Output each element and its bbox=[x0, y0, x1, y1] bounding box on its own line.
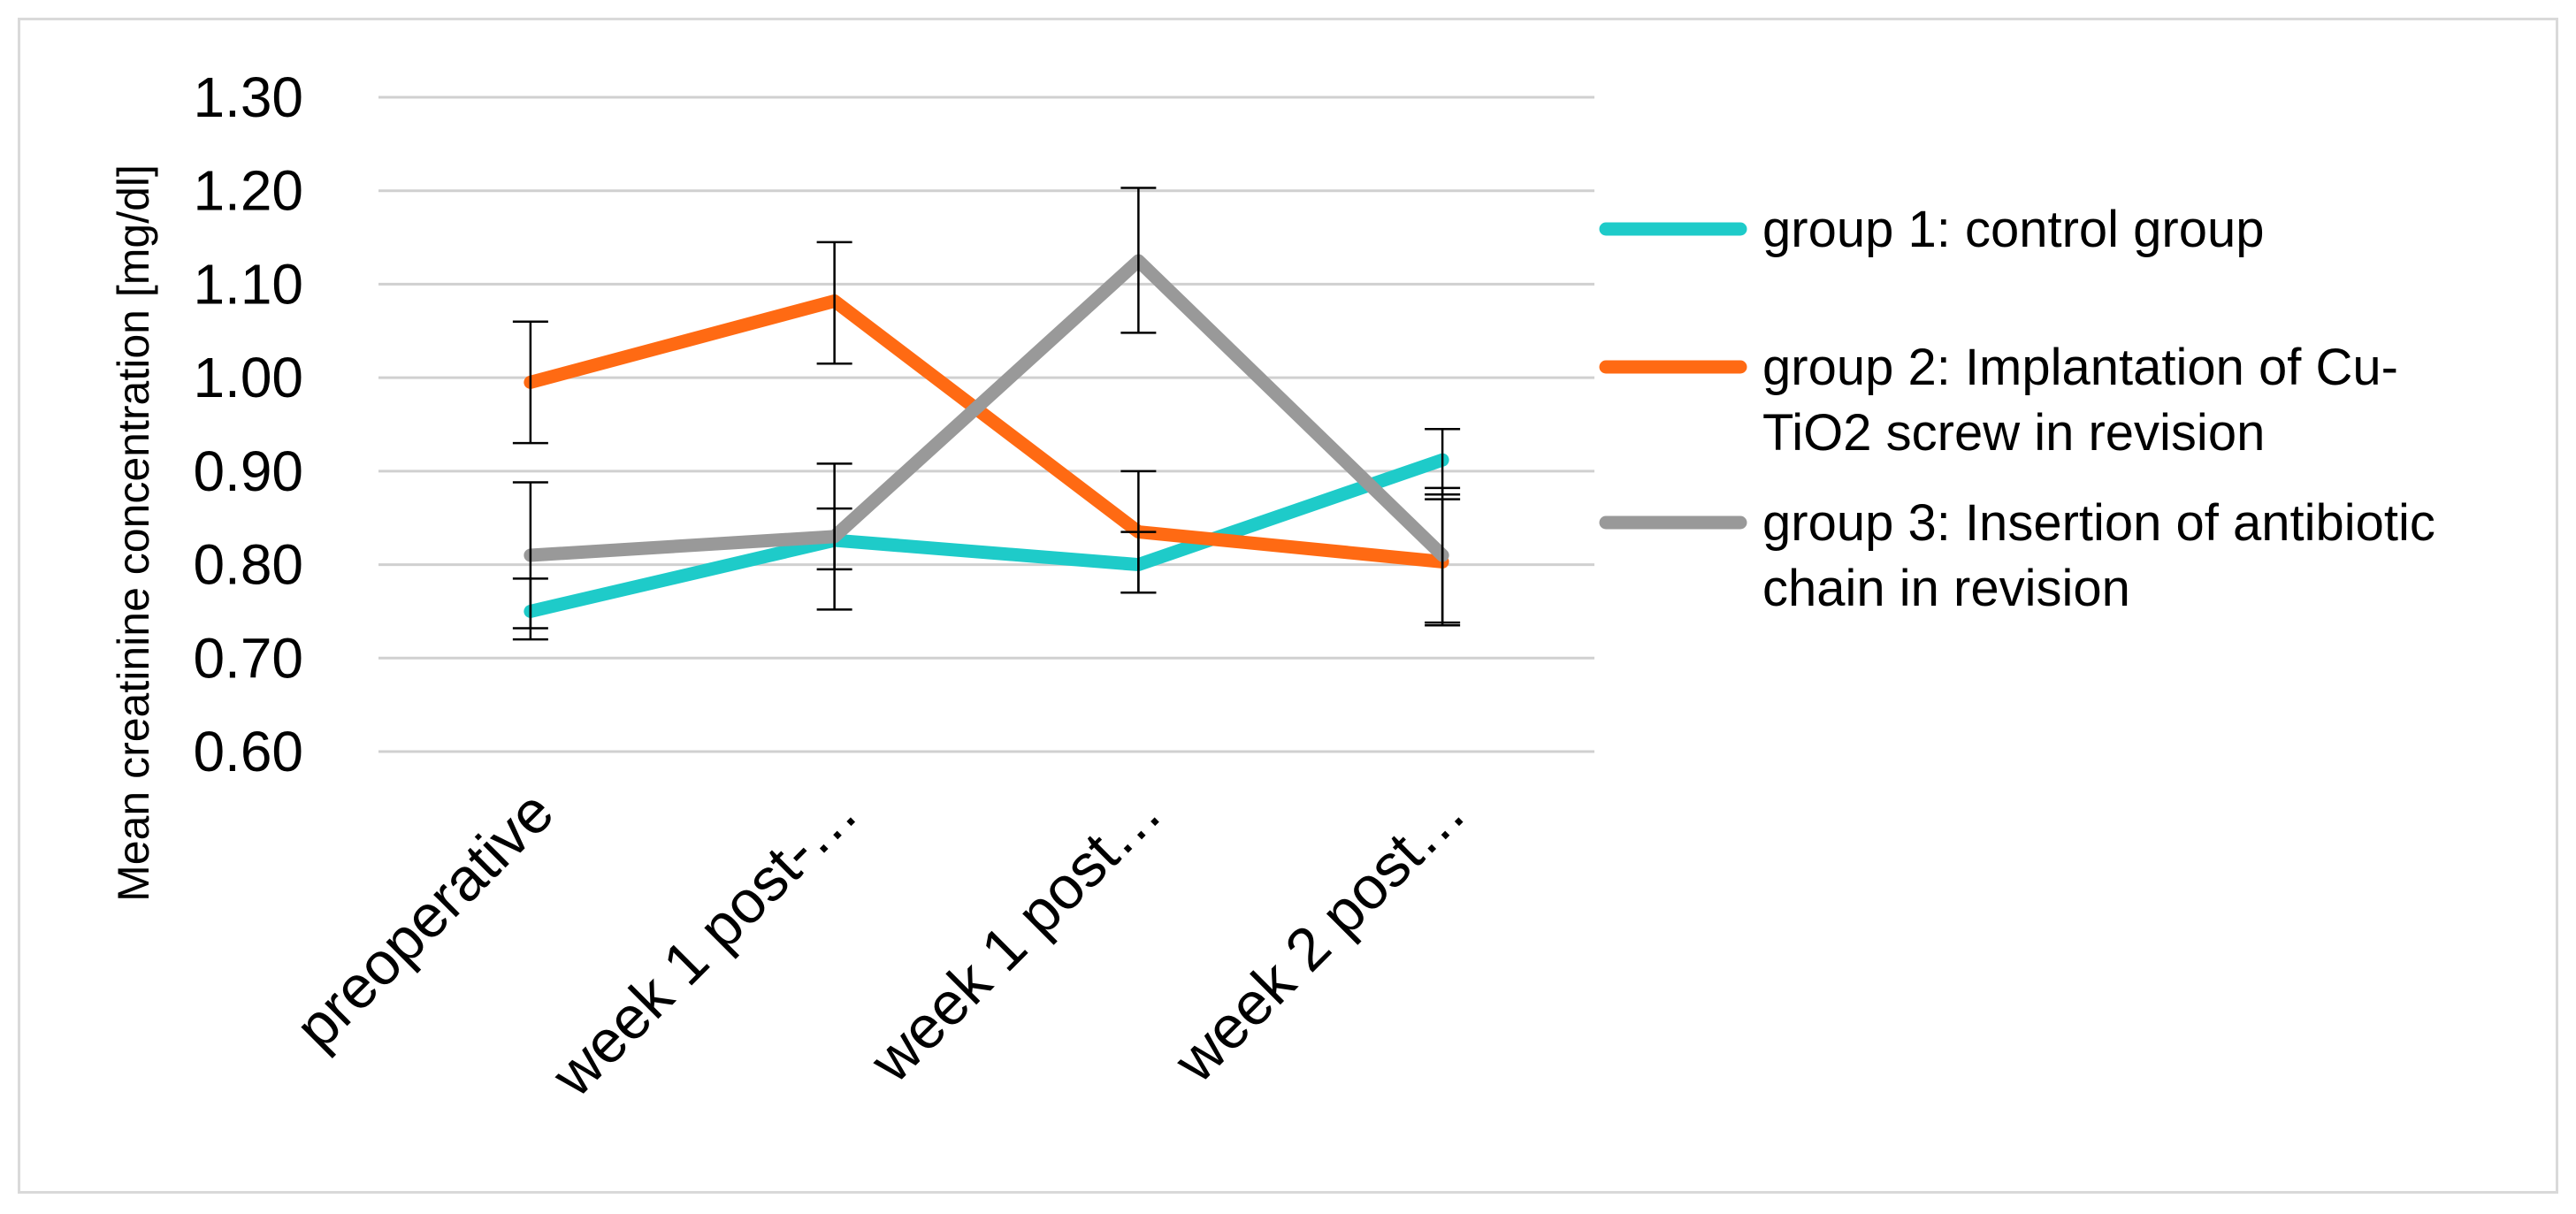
legend-entry-group-3: group 3: Insertion of antibiotic chain in… bbox=[1599, 494, 2435, 617]
y-axis-label: Mean creatinine concentration [mg/dl] bbox=[109, 164, 158, 902]
legend-entry-group-1: group 1: control group bbox=[1599, 201, 2264, 258]
y-tick-label: 0.90 bbox=[193, 439, 303, 503]
x-category-label: week 1 post… bbox=[857, 778, 1174, 1096]
legend-label: group 3: Insertion of antibiotic bbox=[1762, 494, 2435, 552]
series-lines bbox=[524, 254, 1449, 618]
y-tick-label: 0.60 bbox=[193, 720, 303, 783]
legend-label: group 2: Implantation of Cu- bbox=[1762, 339, 2398, 396]
x-category-label: week 1 post-… bbox=[539, 778, 870, 1110]
legend: group 1: control group group 2: Implantat… bbox=[1599, 201, 2435, 617]
error-bar-group-3 bbox=[1120, 187, 1157, 334]
y-tick-label: 0.70 bbox=[193, 626, 303, 690]
x-category-label: week 2 post… bbox=[1161, 778, 1479, 1096]
series-line-group-1 bbox=[524, 453, 1449, 618]
error-bar-group-2 bbox=[1120, 470, 1157, 594]
x-category-label: preoperative bbox=[282, 778, 566, 1062]
legend-label: TiO2 screw in revision bbox=[1762, 404, 2265, 462]
y-axis-ticks: 1.30 1.20 1.10 1.00 0.90 0.80 0.70 0.60 bbox=[193, 65, 303, 783]
y-tick-label: 1.20 bbox=[193, 159, 303, 223]
y-tick-label: 1.30 bbox=[193, 65, 303, 129]
gridlines bbox=[378, 95, 1594, 753]
error-bars bbox=[512, 187, 1461, 641]
series-line-group-2 bbox=[524, 294, 1449, 569]
line-chart: 1.30 1.20 1.10 1.00 0.90 0.80 0.70 0.60 Mean cr… bbox=[109, 65, 2435, 1110]
y-tick-label: 0.80 bbox=[193, 533, 303, 597]
y-axis-label-group: Mean creatinine concentration [mg/dl] bbox=[109, 164, 158, 902]
y-tick-label: 1.10 bbox=[193, 252, 303, 316]
error-bar-group-3 bbox=[1425, 486, 1461, 624]
chart-frame: 1.30 1.20 1.10 1.00 0.90 0.80 0.70 0.60 Mean cr… bbox=[18, 18, 2558, 1194]
error-bar-group-3 bbox=[512, 481, 548, 630]
series-line-group-3 bbox=[524, 254, 1449, 562]
y-tick-label: 1.00 bbox=[193, 346, 303, 409]
legend-label: group 1: control group bbox=[1762, 201, 2264, 258]
error-bar-group-3 bbox=[816, 462, 852, 611]
error-bar-group-2 bbox=[512, 320, 548, 445]
error-bar-group-2 bbox=[816, 241, 852, 365]
legend-entry-group-2: group 2: Implantation of Cu- TiO2 screw i… bbox=[1599, 339, 2398, 462]
legend-label: chain in revision bbox=[1762, 560, 2130, 617]
